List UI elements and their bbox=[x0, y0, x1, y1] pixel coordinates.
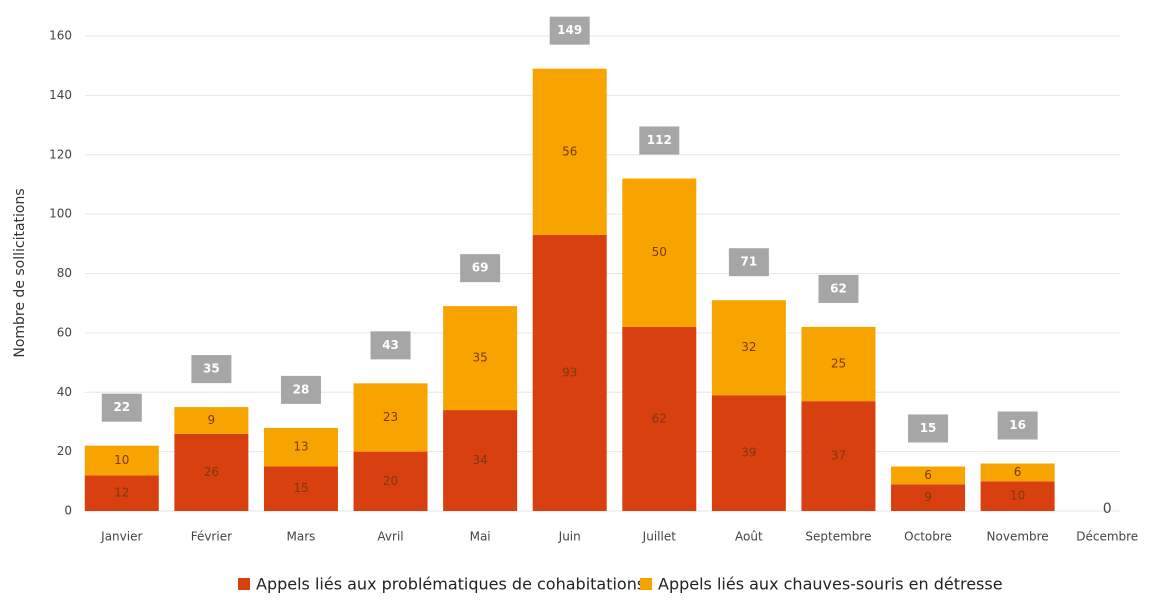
x-tick-label: Avril bbox=[377, 530, 403, 544]
bar-segment bbox=[353, 451, 428, 511]
segment-label: 15 bbox=[293, 481, 308, 495]
x-tick-label: Novembre bbox=[987, 530, 1049, 544]
bar-segment bbox=[263, 466, 338, 511]
total-label: 43 bbox=[382, 338, 399, 352]
legend-label: Appels liés aux problématiques de cohabi… bbox=[256, 575, 645, 594]
legend-swatch bbox=[640, 578, 652, 590]
y-tick-label: 20 bbox=[57, 444, 72, 458]
segment-label: 26 bbox=[204, 465, 219, 479]
bar-segment bbox=[711, 300, 786, 396]
total-label: 69 bbox=[472, 261, 489, 275]
x-tick-label: Janvier bbox=[100, 530, 142, 544]
total-label: 15 bbox=[920, 421, 937, 435]
y-tick-label: 100 bbox=[49, 207, 72, 221]
total-label: 28 bbox=[293, 382, 310, 396]
total-label: 62 bbox=[830, 281, 847, 295]
x-tick-label: Mai bbox=[470, 530, 491, 544]
segment-label: 13 bbox=[293, 440, 308, 454]
total-label: 35 bbox=[203, 362, 220, 376]
x-tick-label: Juillet bbox=[642, 530, 677, 544]
segment-label: 62 bbox=[652, 411, 667, 425]
total-box bbox=[191, 355, 232, 384]
bar-segment bbox=[263, 427, 338, 467]
y-axis-label: Nombre de sollicitations bbox=[12, 188, 28, 357]
total-box bbox=[280, 375, 321, 404]
x-tick-label: Décembre bbox=[1076, 530, 1138, 544]
total-label: 22 bbox=[113, 400, 130, 414]
bar-segment bbox=[532, 68, 607, 235]
y-tick-label: 160 bbox=[49, 29, 72, 43]
y-tick-label: 120 bbox=[49, 147, 72, 161]
y-tick-label: 0 bbox=[64, 504, 72, 518]
segment-label: 32 bbox=[741, 340, 756, 354]
x-tick-label: Août bbox=[735, 530, 763, 544]
segment-label: 10 bbox=[1010, 489, 1025, 503]
segment-label: 9 bbox=[924, 490, 932, 504]
total-label: 112 bbox=[647, 133, 672, 147]
total-box bbox=[370, 331, 411, 360]
total-box bbox=[549, 16, 590, 45]
total-box bbox=[818, 274, 859, 303]
legend-label: Appels liés aux chauves-souris en détres… bbox=[658, 575, 1003, 594]
y-tick-label: 60 bbox=[57, 325, 72, 339]
total-label: 149 bbox=[557, 23, 582, 37]
bar-segment bbox=[443, 306, 518, 411]
y-tick-label: 140 bbox=[49, 88, 72, 102]
total-box bbox=[101, 393, 142, 422]
x-tick-label: Février bbox=[191, 530, 232, 544]
segment-label: 23 bbox=[383, 410, 398, 424]
segment-label: 35 bbox=[472, 351, 487, 365]
segment-label: 37 bbox=[831, 449, 846, 463]
bar-segment bbox=[980, 481, 1055, 511]
segment-label: 20 bbox=[383, 474, 398, 488]
bar-segment bbox=[980, 463, 1055, 482]
bar-segment bbox=[711, 395, 786, 511]
total-box bbox=[460, 254, 501, 283]
legend-swatch bbox=[238, 578, 250, 590]
bar-segment bbox=[622, 178, 697, 327]
bar-segment bbox=[801, 401, 876, 511]
total-label: 16 bbox=[1009, 418, 1026, 432]
total-box bbox=[639, 126, 680, 155]
segment-label: 39 bbox=[741, 446, 756, 460]
segment-label: 6 bbox=[924, 468, 932, 482]
segment-label: 50 bbox=[652, 245, 667, 259]
x-tick-label: Mars bbox=[287, 530, 316, 544]
y-tick-label: 80 bbox=[57, 266, 72, 280]
segment-label: 25 bbox=[831, 357, 846, 371]
bar-segment bbox=[84, 475, 159, 511]
bar-segment bbox=[443, 410, 518, 511]
bar-segment bbox=[801, 326, 876, 402]
segment-label: 12 bbox=[114, 486, 129, 500]
segment-label: 56 bbox=[562, 144, 577, 158]
total-label: 71 bbox=[741, 255, 758, 269]
total-box bbox=[728, 248, 769, 277]
segment-label: 10 bbox=[114, 453, 129, 467]
x-tick-label: Juin bbox=[558, 530, 581, 544]
segment-label: 34 bbox=[472, 453, 487, 467]
segment-label: 9 bbox=[208, 413, 216, 427]
bar-segment bbox=[891, 484, 966, 511]
bar-segment bbox=[532, 234, 607, 511]
total-label: 0 bbox=[1103, 501, 1112, 517]
bar-segment bbox=[891, 466, 966, 485]
bar-segment bbox=[174, 433, 249, 511]
bar-segment bbox=[174, 407, 249, 434]
x-tick-label: Octobre bbox=[904, 530, 952, 544]
total-box bbox=[908, 414, 949, 443]
bar-segment bbox=[622, 326, 697, 511]
total-box bbox=[997, 411, 1038, 440]
segment-label: 6 bbox=[1014, 465, 1022, 479]
segment-label: 93 bbox=[562, 365, 577, 379]
y-tick-label: 40 bbox=[57, 385, 72, 399]
bar-segment bbox=[84, 445, 159, 476]
bar-segment bbox=[353, 383, 428, 452]
x-tick-label: Septembre bbox=[805, 530, 871, 544]
